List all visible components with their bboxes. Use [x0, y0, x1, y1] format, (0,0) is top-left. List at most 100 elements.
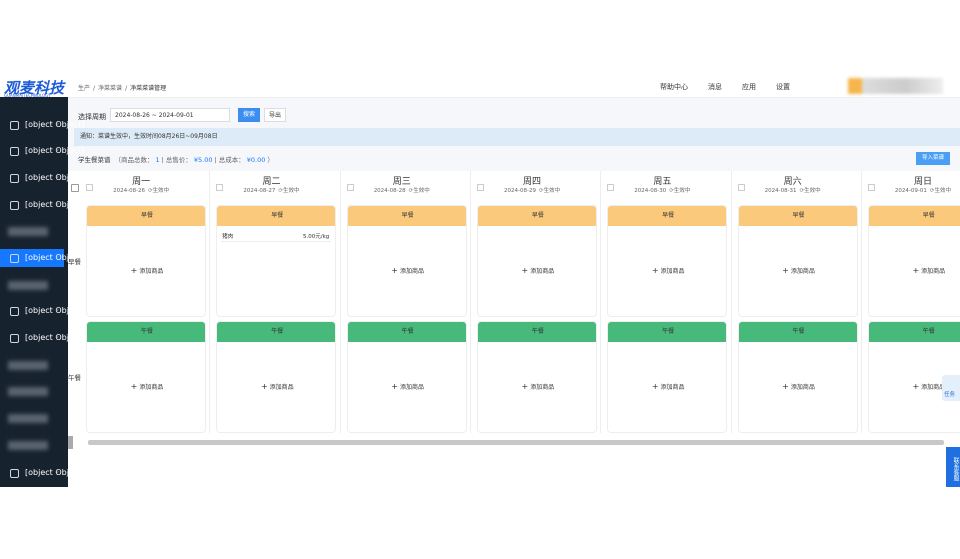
day-check[interactable] [346, 184, 354, 191]
add-label: 添加商品 [399, 384, 424, 391]
add-label: 添加商品 [660, 268, 685, 275]
header [0, 75, 960, 98]
meal-card: 早餐 + 添加商品 [346, 205, 467, 317]
add-button[interactable]: + 添加商品 [87, 382, 205, 391]
meal-card: 早餐 + 添加商品 [607, 205, 728, 317]
sidebar-icon [10, 121, 19, 130]
add-label: 添加商品 [399, 268, 424, 275]
toolbar-item[interactable]: 应用 [742, 83, 756, 91]
filter-label: 选择周期 [78, 113, 106, 121]
day-check[interactable] [607, 184, 615, 191]
add-button[interactable]: + 添加商品 [869, 382, 960, 391]
day-check[interactable] [737, 184, 745, 191]
add-button[interactable]: + 添加商品 [869, 266, 960, 275]
chevron: › [56, 305, 60, 314]
crumb-item: 净菜菜谱 [98, 85, 123, 92]
sidebar-item[interactable]: [object Object] [25, 173, 85, 182]
meal-header: 午餐 [477, 322, 596, 342]
meal-header: 午餐 [347, 322, 466, 342]
summary-part: 学生餐菜谱 [78, 156, 111, 164]
search-button[interactable]: 搜索 [238, 108, 260, 122]
menu-grid: 周一 2024-08-26 ⟳生效中 周二 2024-08-27 ⟳生效中 周三 2024-0… [68, 171, 960, 487]
meal-card: 午餐 + 添加商品 [216, 321, 337, 433]
add-label: 添加商品 [660, 384, 685, 391]
add-button[interactable]: + 添加商品 [478, 382, 596, 391]
add-button[interactable]: + 添加商品 [348, 266, 466, 275]
column-divider [339, 171, 341, 433]
add-button[interactable]: + 添加商品 [739, 382, 857, 391]
summary-part: | 总成本： [214, 156, 245, 164]
chevron: › [56, 252, 60, 261]
add-label: 添加商品 [139, 268, 164, 275]
chevron: › [56, 119, 60, 128]
day-date: 2024-09-01 [894, 188, 927, 194]
sep: / [93, 85, 96, 92]
day-check[interactable] [86, 184, 93, 191]
sidebar-item[interactable]: [object Object] [25, 333, 85, 342]
sidebar-item[interactable]: [object Object] [25, 200, 85, 209]
app: 观麦科技 GUANMAITECHNOLOGY 生产 / 净菜菜谱 / 净菜菜谱管理 帮助… [0, 75, 960, 487]
sidebar-icon [10, 201, 19, 210]
contact-float[interactable]: 联系客服 [946, 447, 960, 487]
meal-header: 午餐 [87, 322, 205, 342]
blurred-item [8, 281, 48, 290]
toolbar-item[interactable]: 消息 [708, 83, 722, 91]
chevron: › [56, 172, 60, 181]
day-name: 周六 [783, 177, 802, 187]
sidebar-item[interactable]: [object Object] [25, 306, 85, 315]
import-button[interactable]: 导入菜谱 [916, 152, 950, 165]
select-all[interactable] [71, 184, 79, 192]
sidebar-item[interactable]: [object Object] [25, 146, 85, 155]
day-check[interactable] [867, 184, 875, 191]
add-button[interactable]: + 添加商品 [739, 266, 857, 275]
day-status: 生效中 [934, 188, 951, 194]
add-button[interactable]: + 添加商品 [608, 266, 726, 275]
add-button[interactable]: + 添加商品 [217, 382, 335, 391]
day-sub: 2024-08-27 ⟳生效中 [210, 186, 332, 194]
item-name: 猪肉 [222, 234, 234, 240]
scrollbar [88, 440, 944, 445]
summary-part: （商品总数： [114, 156, 154, 164]
task-float[interactable]: 任务 [942, 375, 960, 401]
day-sub: 2024-09-01 ⟳生效中 [862, 186, 960, 194]
meal-card: 早餐 + 添加商品 [737, 205, 858, 317]
add-label: 添加商品 [921, 384, 946, 391]
day-check[interactable] [216, 184, 224, 191]
sidebar-icon [10, 174, 19, 183]
add-button[interactable]: + 添加商品 [608, 382, 726, 391]
meal-card: 早餐 + 添加商品 [476, 205, 597, 317]
sidebar-item[interactable]: [object Object] [25, 253, 85, 262]
logo: 观麦科技 [4, 79, 65, 97]
toolbar-item[interactable]: 设置 [776, 83, 790, 91]
sidebar-icon [10, 469, 19, 478]
plus: + [912, 266, 920, 275]
sidebar: [object Object] › [object Object] › [object … [0, 97, 85, 487]
day-date: 2024-08-29 [503, 188, 536, 194]
day-name: 周三 [392, 177, 411, 187]
item-line [221, 241, 332, 242]
item-price: 5.00元/kg [303, 234, 330, 240]
add-button[interactable]: + 添加商品 [478, 266, 596, 275]
plus: + [391, 382, 398, 391]
day-name: 周日 [913, 177, 932, 187]
blurred-item [8, 414, 48, 423]
export-button[interactable]: 导出 [264, 108, 286, 122]
day-date: 2024-08-30 [634, 188, 667, 194]
add-button[interactable]: + 添加商品 [348, 382, 466, 391]
summary-part: 1 [155, 156, 160, 164]
user-blurred [848, 78, 943, 94]
day-check[interactable] [476, 184, 484, 191]
summary-part: | 总售价： [161, 156, 192, 164]
add-button[interactable]: + 添加商品 [87, 266, 205, 275]
toolbar-item[interactable]: 帮助中心 [660, 83, 688, 91]
plus: + [521, 382, 529, 391]
chevron: › [56, 332, 60, 341]
sidebar-item[interactable]: [object Object] [25, 468, 85, 477]
date-range[interactable]: 2024-08-26 ~ 2024-09-01 [110, 108, 230, 122]
sidebar-item[interactable]: [object Object] [25, 120, 85, 129]
day-status: 生效中 [673, 188, 691, 194]
status-icon: ⟳ [799, 188, 805, 194]
plus: + [651, 266, 659, 275]
crumb-item: 净菜菜谱管理 [130, 85, 167, 92]
column-divider [600, 171, 602, 433]
